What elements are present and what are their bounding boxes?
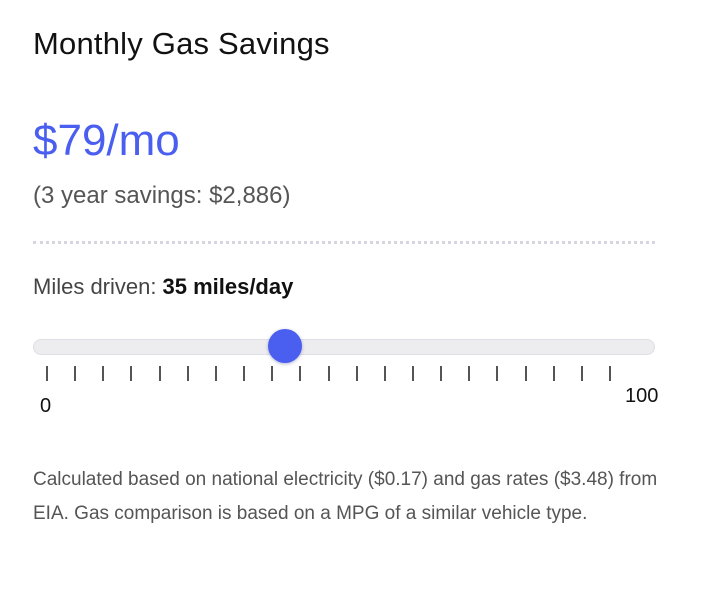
- slider-tick: [327, 366, 330, 381]
- slider-thumb[interactable]: [267, 329, 302, 363]
- slider-tick: [214, 366, 217, 381]
- miles-driven-row: Miles driven: 35 miles/day: [33, 274, 293, 300]
- slider-tick: [271, 366, 274, 381]
- slider-tick: [186, 366, 189, 381]
- slider-min-label: 0: [40, 395, 52, 417]
- slider-tick: [46, 366, 48, 381]
- slider-tick: [299, 366, 302, 381]
- slider-tick: [468, 366, 471, 381]
- miles-slider[interactable]: [33, 329, 655, 363]
- slider-tick: [243, 366, 246, 381]
- slider-tick: [496, 366, 499, 381]
- slider-tick: [524, 366, 527, 381]
- calculation-footnote: Calculated based on national electricity…: [33, 469, 658, 524]
- slider-tick: [355, 366, 358, 381]
- slider-max-label: 100: [625, 385, 659, 407]
- slider-tick: [552, 366, 555, 381]
- total-savings-text: (3 year savings: $2,886): [33, 182, 291, 209]
- slider-tick: [102, 366, 105, 381]
- dotted-divider: [33, 241, 655, 244]
- slider-tick: [158, 366, 161, 381]
- slider-tick: [609, 366, 611, 381]
- slider-tick: [74, 366, 77, 381]
- slider-tick: [440, 366, 443, 381]
- card-title: Monthly Gas Savings: [33, 26, 330, 61]
- slider-tick: [383, 366, 386, 381]
- miles-driven-value: 35 miles/day: [162, 274, 294, 299]
- slider-tick: [580, 366, 583, 381]
- miles-driven-label: Miles driven:: [33, 274, 157, 299]
- slider-ticks: [46, 366, 617, 382]
- slider-tick: [411, 366, 414, 381]
- slider-track[interactable]: [33, 339, 655, 355]
- slider-tick: [130, 366, 133, 381]
- monthly-savings-amount: $79/mo: [33, 116, 180, 165]
